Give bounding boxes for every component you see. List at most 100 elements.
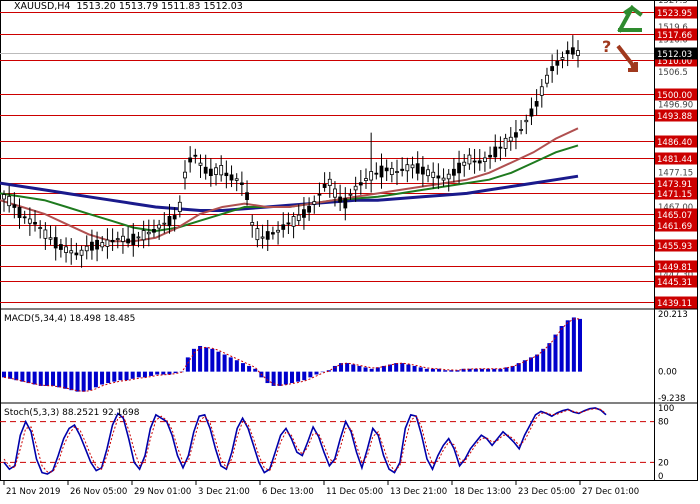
candle-body — [395, 171, 399, 173]
level-price-tag — [655, 135, 697, 148]
macd-bar — [155, 371, 160, 375]
candle-body — [291, 216, 296, 227]
level-price-tag — [655, 260, 697, 273]
level-price-tag — [655, 296, 697, 309]
macd-bar — [32, 371, 37, 385]
candle-body — [203, 166, 208, 174]
level-price-label: 1465.07 — [657, 211, 692, 221]
candle-body — [255, 228, 260, 241]
macd-bar — [216, 351, 221, 372]
question-mark-icon: ? — [602, 37, 611, 56]
macd-bar — [461, 368, 466, 372]
forecast-down-arrow-shape — [616, 44, 638, 72]
candle-body — [219, 165, 224, 176]
macd-bar — [93, 371, 98, 388]
candle-body — [188, 157, 193, 163]
macd-bar — [100, 371, 105, 385]
candle-body — [343, 198, 348, 209]
candle-body — [426, 169, 430, 177]
level-price-label: 1449.81 — [657, 263, 692, 273]
candle-body — [84, 245, 89, 252]
macd-bar — [240, 363, 245, 372]
x-tick-label: 18 Dec 13:00 — [454, 487, 511, 497]
macd-bar — [296, 371, 301, 382]
candle-body — [162, 222, 167, 225]
candle-body — [441, 177, 446, 181]
candle-body — [327, 178, 332, 187]
open-value: 1513.20 — [76, 1, 116, 12]
candle-body — [172, 215, 177, 220]
macd-bar — [2, 371, 6, 378]
macd-bar — [234, 360, 239, 372]
candle-body — [245, 192, 249, 200]
macd-bar — [26, 371, 31, 384]
level-price-tag — [655, 88, 697, 101]
macd-bar — [473, 368, 478, 372]
macd-bar — [320, 371, 325, 373]
stoch-tick-label: 20 — [658, 458, 669, 468]
candle-body — [296, 214, 301, 221]
level-price-label: 1486.40 — [657, 138, 692, 148]
x-tick-label: 6 Dec 13:00 — [262, 487, 314, 497]
candle-body — [33, 221, 37, 225]
stoch-tick-label: 80 — [658, 418, 669, 428]
macd-bar — [437, 368, 442, 372]
level-price-label: 1481.44 — [657, 155, 692, 165]
candle-body — [95, 239, 99, 250]
macd-bar — [112, 371, 117, 382]
macd-bar — [191, 348, 196, 372]
macd-bar — [106, 371, 111, 384]
candle-body — [312, 201, 317, 205]
candle-body — [570, 47, 575, 55]
candle-body — [208, 168, 213, 176]
macd-bar — [136, 371, 141, 378]
macd-bar — [553, 334, 558, 372]
price-tick-label: 1447.30 — [658, 270, 693, 280]
macd-bar — [265, 371, 270, 384]
macd-bar — [277, 371, 282, 386]
candle-body — [69, 250, 74, 254]
level-price-tag — [655, 6, 697, 19]
macd-bar — [75, 371, 80, 392]
stoch-series-line — [3, 407, 607, 475]
moving-average-line — [0, 127, 579, 243]
x-tick-label: 21 Nov 2019 — [6, 487, 60, 497]
macd-bar — [198, 345, 203, 372]
stoch-title: Stoch(5,3,3) 88.2521 92.1698 — [4, 408, 140, 418]
candle-body — [90, 241, 94, 251]
macd-bar — [38, 371, 43, 386]
candle-body — [115, 238, 120, 241]
level-price-tag — [655, 152, 697, 165]
level-price-label: 1439.11 — [657, 299, 692, 309]
candle-body — [167, 215, 172, 227]
macd-bar — [528, 357, 533, 372]
candle-body — [503, 137, 508, 149]
candle-body — [358, 182, 363, 186]
macd-bar — [357, 365, 362, 372]
level-price-tag — [655, 219, 697, 232]
candle-body — [239, 182, 244, 185]
candle-body — [410, 164, 415, 169]
candle-body — [534, 101, 539, 107]
stoch-series-line — [3, 408, 607, 473]
macd-bar — [87, 371, 92, 391]
macd-bar — [204, 347, 209, 372]
macd-bar — [124, 371, 129, 381]
level-price-label: 1510.00 — [657, 57, 692, 67]
candle-body — [472, 160, 477, 163]
candle-body — [405, 164, 410, 172]
level-price-label: 1493.88 — [657, 112, 692, 122]
candle-body — [483, 157, 487, 163]
candle-body — [384, 167, 389, 172]
level-price-label: 1445.31 — [657, 278, 692, 288]
macd-bar — [44, 371, 49, 386]
macd-bar — [455, 370, 460, 372]
candle-body — [302, 209, 306, 218]
candle-body — [152, 228, 156, 233]
macd-tick-label: -9.238 — [658, 394, 685, 404]
candle-body — [286, 222, 291, 225]
candle-body — [467, 154, 472, 165]
macd-bar — [369, 368, 374, 372]
candle-body — [271, 232, 275, 235]
candle-body — [545, 74, 549, 84]
